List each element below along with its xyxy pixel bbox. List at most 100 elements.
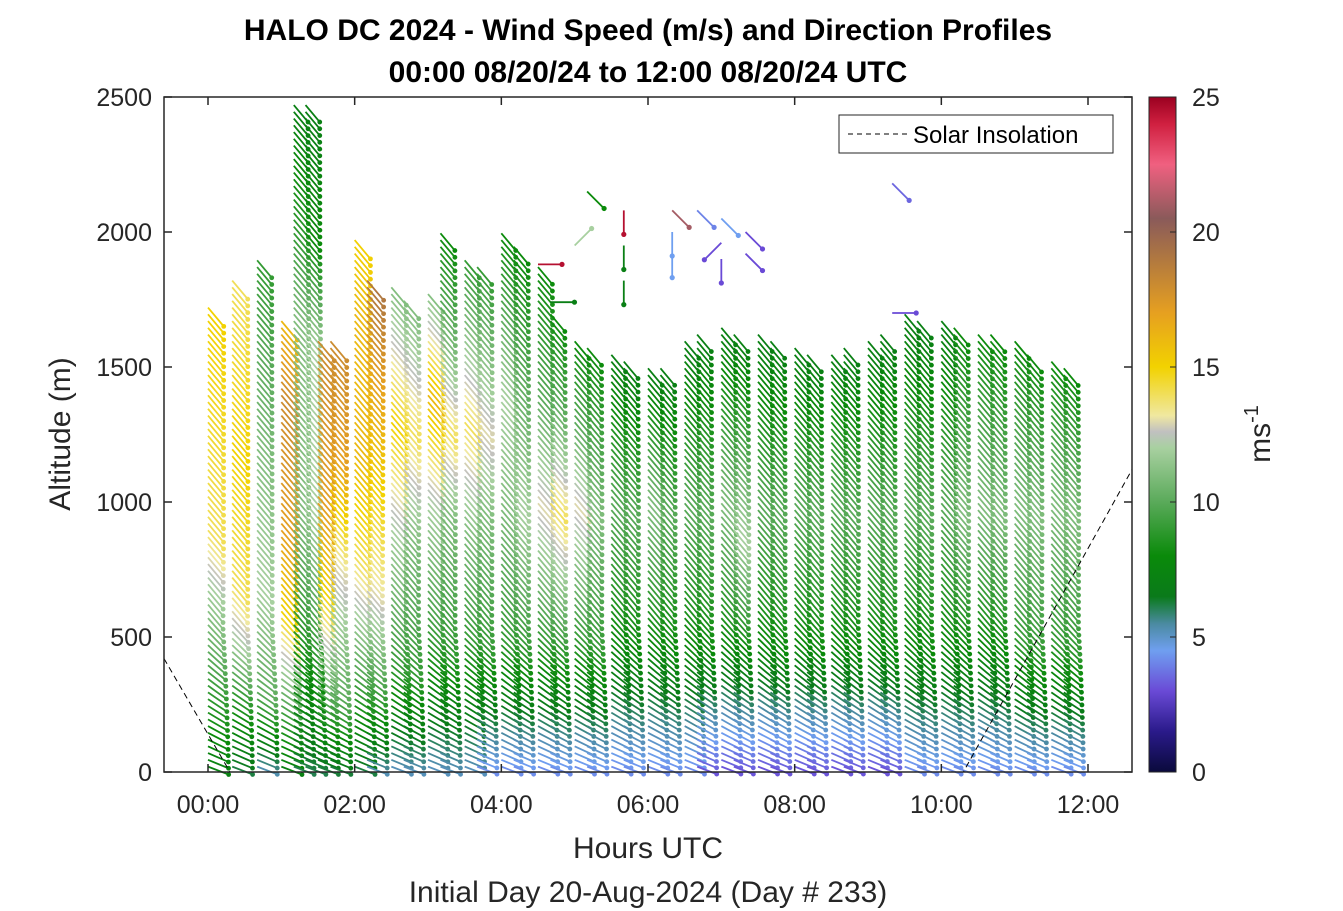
- wind-arrow-head: [526, 505, 532, 511]
- wind-arrow-shaft: [390, 644, 409, 662]
- wind-arrow-head: [489, 565, 495, 571]
- wind-arrow-head: [709, 376, 714, 382]
- wind-arrow-shaft: [427, 644, 446, 662]
- wind-arrow-head: [709, 572, 715, 578]
- wind-arrow-head: [368, 263, 373, 269]
- wind-arrow-shaft: [207, 644, 226, 662]
- wind-arrow-shaft: [366, 347, 385, 369]
- wind-arrow-head: [709, 518, 715, 524]
- wind-arrow-shaft: [256, 725, 278, 738]
- wind-arrow-shaft: [256, 630, 274, 650]
- wind-arrow-head: [747, 658, 753, 663]
- wind-arrow-head: [672, 498, 678, 504]
- wind-arrow-shaft: [231, 604, 249, 624]
- wind-arrow-shaft: [403, 711, 424, 725]
- wind-arrow-shaft: [231, 421, 249, 442]
- wind-arrow-head: [452, 275, 458, 281]
- wind-arrow-head: [380, 639, 386, 645]
- wind-arrow-head: [489, 356, 495, 362]
- wind-arrow-head: [221, 485, 227, 491]
- wind-arrow-head: [380, 606, 385, 612]
- wind-arrow-head: [602, 689, 608, 695]
- wind-arrow-shaft: [317, 691, 338, 707]
- wind-arrow-head: [492, 702, 498, 708]
- wind-arrow-head: [368, 276, 373, 282]
- wind-arrow-head: [271, 658, 277, 664]
- wind-arrow-head: [526, 545, 532, 551]
- wind-arrow-head: [636, 579, 641, 584]
- wind-arrow-head: [819, 552, 825, 557]
- wind-arrow-shaft: [329, 408, 348, 429]
- wind-arrow-shaft: [256, 509, 273, 529]
- wind-arrow-head: [452, 565, 458, 571]
- wind-arrow-head: [746, 546, 752, 551]
- wind-arrow-shaft: [354, 698, 375, 713]
- wind-arrow-head: [563, 532, 569, 538]
- wind-arrow-head: [526, 525, 532, 531]
- wind-arrow-head: [526, 437, 532, 443]
- wind-arrow-shaft: [439, 246, 456, 265]
- wind-arrow-head: [640, 740, 646, 746]
- wind-arrow-head: [635, 423, 641, 429]
- wind-arrow-shaft: [354, 684, 374, 700]
- wind-arrow-head: [636, 511, 641, 517]
- wind-arrow-shaft: [403, 617, 420, 636]
- wind-arrow-head: [380, 459, 386, 464]
- wind-arrow-head: [384, 734, 390, 740]
- wind-arrow-head: [599, 572, 605, 578]
- wind-arrow-head: [677, 759, 683, 765]
- wind-arrow-head: [563, 579, 568, 585]
- wind-arrow-head: [345, 671, 351, 677]
- wind-arrow-head: [783, 651, 789, 657]
- wind-arrow-head: [746, 566, 752, 571]
- wind-arrow-head: [343, 559, 349, 565]
- wind-arrow-head: [550, 295, 555, 301]
- wind-arrow-head: [599, 410, 605, 416]
- wind-arrow-head: [856, 632, 862, 638]
- wind-arrow-head: [563, 465, 569, 470]
- wind-arrow-shaft: [256, 307, 273, 326]
- wind-arrow-head: [782, 396, 788, 402]
- wind-arrow-head: [344, 486, 349, 492]
- wind-arrow-head: [859, 702, 865, 708]
- wind-arrow-head: [489, 363, 495, 369]
- wind-arrow-head: [222, 671, 228, 677]
- wind-arrow-head: [782, 389, 788, 395]
- wind-arrow-shaft: [354, 644, 373, 662]
- wind-arrow-shaft: [403, 462, 420, 482]
- wind-arrow-shaft: [390, 678, 410, 694]
- wind-arrow-head: [602, 702, 608, 708]
- wind-arrow-head: [599, 518, 605, 524]
- wind-arrow-head: [346, 703, 352, 708]
- wind-arrow-head: [269, 356, 275, 362]
- wind-arrow-head: [860, 759, 866, 764]
- wind-arrow-head: [677, 752, 683, 758]
- wind-arrow-head: [603, 715, 609, 720]
- wind-arrow-head: [857, 651, 863, 657]
- wind-arrow-shaft: [304, 185, 321, 204]
- wind-arrow-shaft: [329, 455, 348, 476]
- wind-arrow-head: [782, 558, 788, 564]
- wind-arrow-head: [343, 519, 349, 525]
- wind-arrow-shaft: [366, 293, 385, 315]
- wind-arrow-head: [221, 323, 227, 329]
- wind-arrow-shaft: [293, 765, 315, 776]
- wind-arrow-head: [782, 599, 788, 605]
- wind-arrow-head: [563, 512, 569, 518]
- wind-arrow-head: [819, 423, 824, 429]
- wind-arrow-shaft: [304, 273, 321, 292]
- wind-arrow-shaft: [439, 509, 457, 529]
- wind-arrow-shaft: [329, 435, 348, 456]
- wind-arrow-head: [221, 633, 226, 638]
- wind-arrow-head: [819, 484, 825, 490]
- wind-arrow-head: [380, 633, 386, 639]
- wind-arrow-shaft: [329, 556, 347, 577]
- wind-arrow-shaft: [366, 536, 384, 557]
- wind-arrow-head: [672, 511, 678, 517]
- wind-arrow-head: [711, 683, 717, 689]
- wind-arrow-shaft: [256, 502, 273, 522]
- wind-arrow-shaft: [439, 307, 456, 326]
- wind-arrow-head: [221, 559, 226, 565]
- wind-arrow-head: [379, 613, 385, 619]
- wind-arrow-head: [856, 565, 861, 571]
